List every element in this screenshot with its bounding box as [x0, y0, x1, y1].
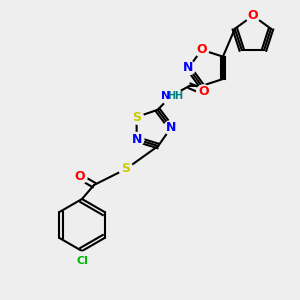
Circle shape: [246, 9, 260, 23]
Text: S: S: [122, 163, 130, 176]
Circle shape: [182, 61, 196, 75]
Circle shape: [196, 85, 211, 99]
Text: O: O: [75, 170, 85, 184]
Text: N: N: [161, 91, 171, 101]
Text: Cl: Cl: [76, 256, 88, 266]
Circle shape: [129, 110, 143, 124]
Circle shape: [166, 90, 178, 102]
Circle shape: [73, 170, 87, 184]
Text: N: N: [166, 121, 176, 134]
Text: O: O: [248, 9, 258, 22]
Text: N: N: [183, 61, 194, 74]
Circle shape: [73, 252, 91, 270]
Circle shape: [119, 162, 133, 176]
Text: O: O: [196, 43, 207, 56]
Text: S: S: [132, 111, 141, 124]
Circle shape: [195, 43, 209, 57]
Circle shape: [130, 132, 144, 146]
Text: H: H: [175, 91, 183, 101]
Circle shape: [162, 86, 182, 106]
Circle shape: [164, 121, 178, 135]
Text: N: N: [132, 133, 142, 146]
Text: H: H: [167, 91, 175, 101]
Text: O: O: [198, 85, 209, 98]
